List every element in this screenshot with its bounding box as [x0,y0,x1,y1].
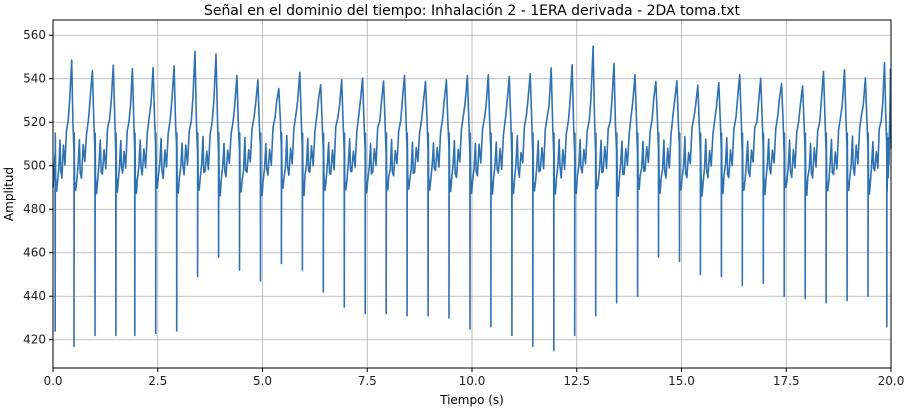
x-tick-label: 7.5 [358,374,377,388]
y-tick-label: 420 [23,333,46,347]
x-tick-label: 15.0 [668,374,695,388]
y-tick-label: 480 [23,202,46,216]
y-tick-label: 460 [23,246,46,260]
axis-ticks: 0.0 2.5 5.0 7.5 10.0 12.5 15.0 17.5 20.0 420 440 46… [23,28,904,388]
y-tick-label: 540 [23,72,46,86]
y-tick-label: 520 [23,115,46,129]
x-tick-label: 12.5 [563,374,590,388]
signal-series-line [52,45,892,352]
chart-title: Señal en el dominio del tiempo: Inhalaci… [204,3,741,19]
series-group [52,45,892,352]
y-tick-label: 560 [23,28,46,42]
x-tick-label: 17.5 [773,374,800,388]
x-tick-label: 20.0 [878,374,905,388]
y-axis-label: Amplitud [2,167,16,221]
x-tick-label: 5.0 [253,374,272,388]
plot-frame [52,19,892,369]
x-tick-label: 10.0 [459,374,486,388]
x-axis-label: Tiempo (s) [439,393,504,407]
grid-lines [52,20,892,368]
y-tick-label: 500 [23,159,46,173]
y-tick-label: 440 [23,289,46,303]
x-tick-label: 2.5 [148,374,167,388]
x-tick-label: 0.0 [43,374,62,388]
